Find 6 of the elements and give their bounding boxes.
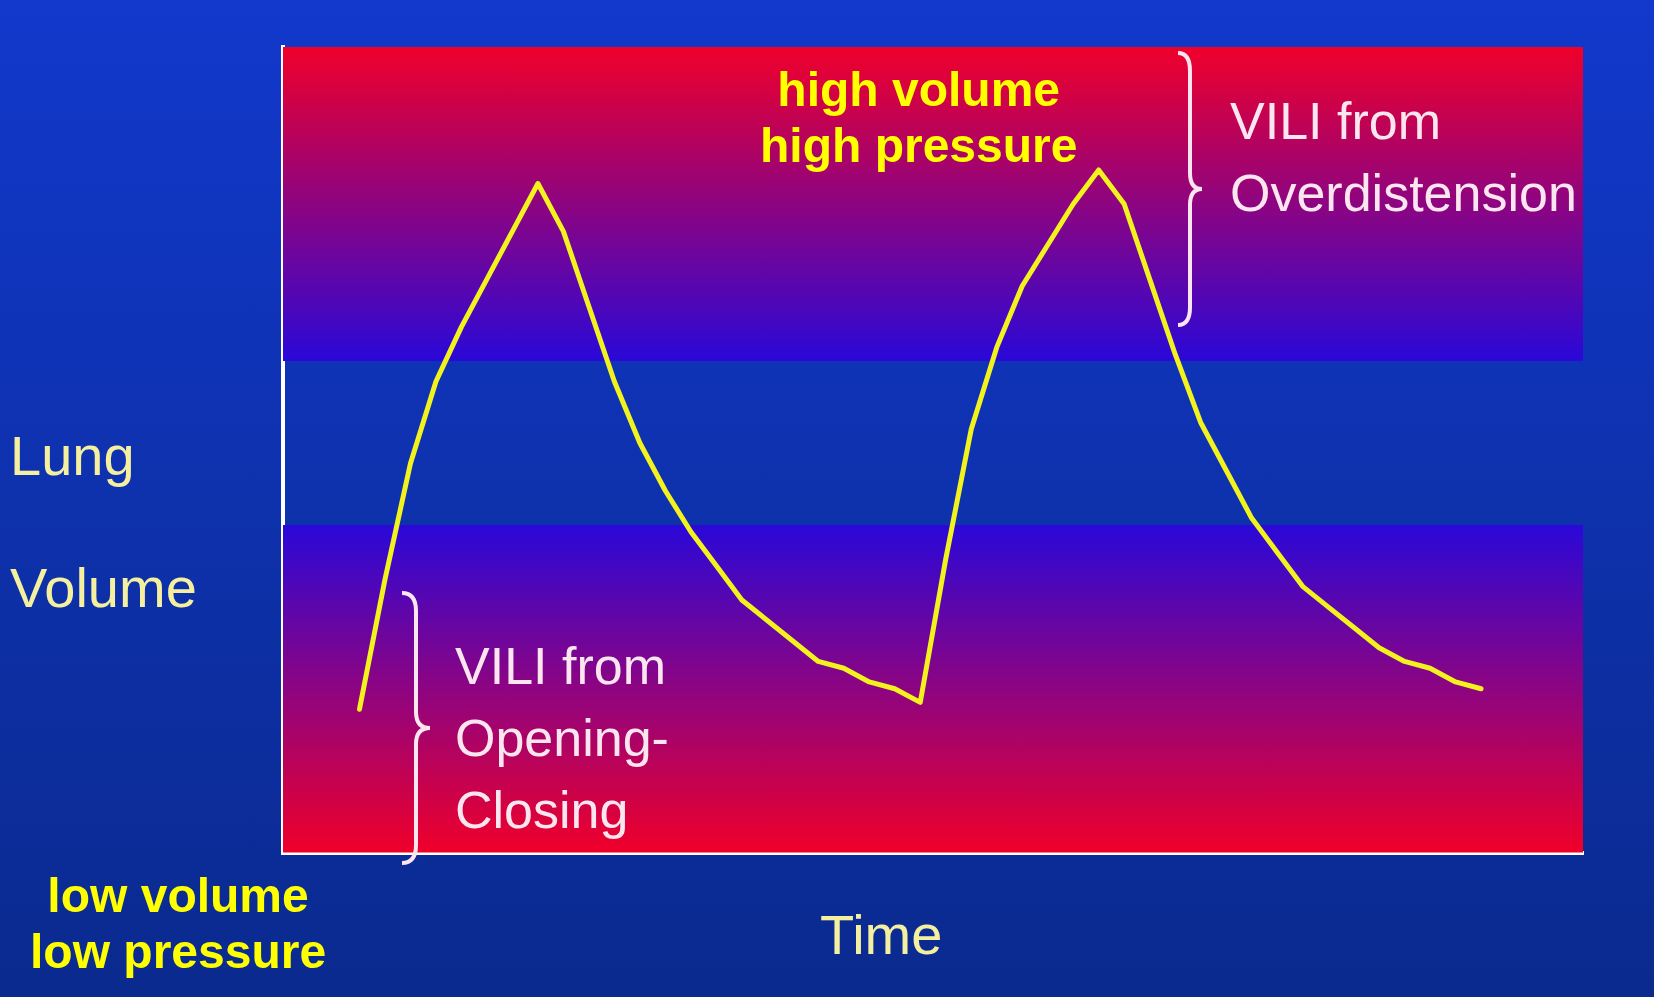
x-axis-title: Time [820, 902, 943, 968]
band-label: VILI from Overdistension [1230, 92, 1577, 223]
annotation: high volume high pressure [760, 62, 1078, 174]
text: low volume low pressure [30, 868, 327, 980]
band-label: VILI from Opening- Closing [455, 637, 669, 840]
text: Lung Volume [10, 424, 197, 619]
